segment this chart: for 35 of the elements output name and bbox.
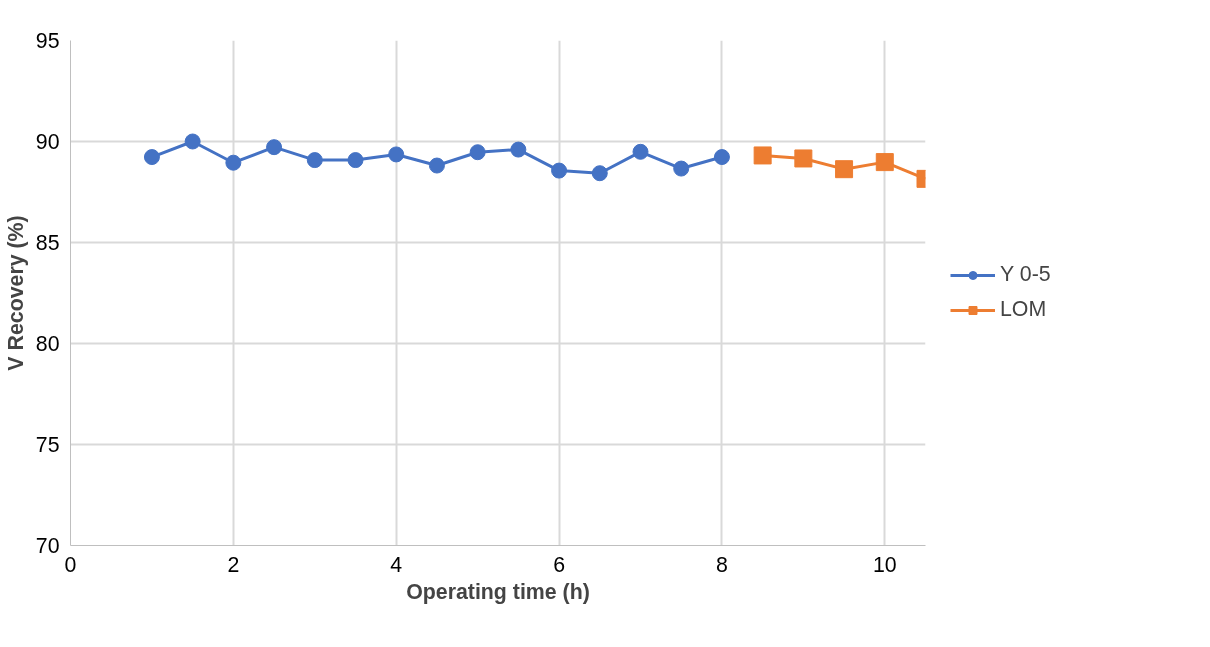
x-tick-label: 0: [64, 552, 77, 577]
point: [551, 162, 568, 179]
point: [632, 143, 649, 160]
point: [591, 165, 608, 182]
y-axis-title: V Recovery (%): [3, 215, 28, 371]
point: [266, 139, 283, 156]
y-tick-label: 75: [35, 433, 60, 457]
x-tick-label: 4: [390, 552, 403, 577]
point: [225, 154, 242, 171]
x-tick-label: 8: [716, 552, 728, 577]
point: [306, 152, 323, 169]
point: [428, 157, 445, 174]
legend-label: Y 0-5: [1000, 262, 1051, 287]
y-tick-label: 85: [35, 231, 60, 255]
point: [347, 152, 364, 169]
x-tick-label: 10: [872, 552, 897, 577]
x-tick-label: 6: [553, 552, 566, 577]
x-axis-title: Operating time (h): [406, 579, 590, 604]
point: [753, 146, 772, 165]
point: [713, 149, 730, 166]
x-tick-label: 2: [227, 552, 240, 577]
point: [469, 144, 486, 161]
point: [673, 160, 690, 177]
y-tick-label: 70: [35, 534, 60, 558]
point: [184, 133, 201, 150]
y-tick-label: 80: [35, 332, 60, 356]
y-tick-label: 90: [35, 130, 60, 154]
y-tick-label: 95: [35, 29, 60, 53]
legend-label: LOM: [1000, 297, 1047, 322]
point: [388, 146, 405, 163]
point: [875, 153, 894, 172]
point: [835, 160, 854, 179]
point: [510, 141, 527, 158]
point: [794, 149, 813, 168]
point: [143, 149, 160, 166]
